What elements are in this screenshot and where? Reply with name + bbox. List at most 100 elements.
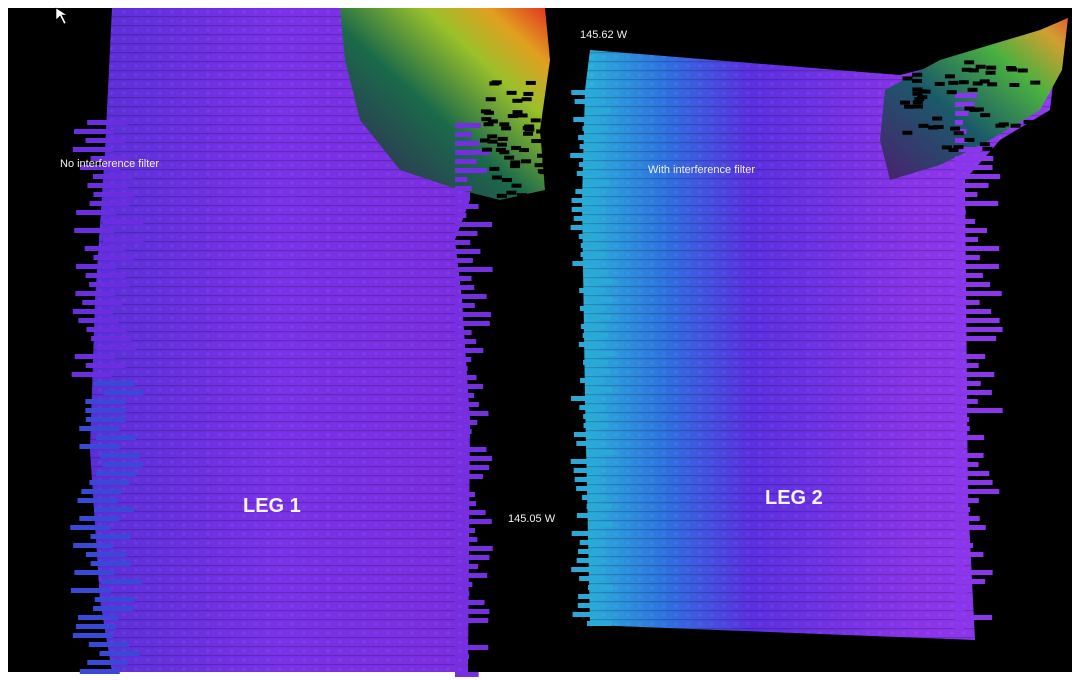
ping-edge: [103, 237, 143, 242]
ping-edge: [89, 282, 129, 287]
ping-edge: [455, 330, 472, 335]
ping-edge: [96, 435, 136, 440]
ping-edge: [73, 543, 113, 548]
ping-edge: [484, 111, 494, 115]
ping-edge: [496, 148, 506, 152]
ping-edge: [986, 66, 996, 70]
ping-edge: [589, 351, 614, 356]
ping-edge: [455, 132, 472, 137]
ping-edge: [482, 148, 492, 152]
ping-edge: [579, 288, 604, 293]
ping-edge: [78, 615, 118, 620]
ping-edge: [955, 102, 975, 107]
ping-edge: [955, 111, 968, 116]
ping-edge: [86, 552, 126, 557]
ping-edge: [934, 125, 944, 129]
ping-edge: [576, 486, 601, 491]
left-note: No interference filter: [60, 158, 159, 170]
ping-edge: [89, 642, 129, 647]
ping-edge: [980, 113, 990, 117]
ping-edge: [79, 444, 119, 449]
ping-edge: [586, 108, 611, 113]
ping-edge: [74, 228, 114, 233]
ping-edge: [101, 579, 141, 584]
ping-edge: [955, 453, 984, 458]
ping-edge: [86, 417, 126, 422]
ping-edge: [580, 540, 605, 545]
ping-edge: [572, 531, 597, 536]
ping-edge: [492, 176, 502, 180]
ping-edge: [86, 138, 126, 143]
ping-edge: [571, 396, 596, 401]
ping-edge: [455, 123, 481, 128]
ping-edge: [511, 146, 521, 150]
ping-edge: [955, 120, 963, 125]
ping-edge: [955, 471, 989, 476]
ping-edge: [455, 672, 479, 677]
ping-edge: [955, 624, 964, 629]
ping-edge: [955, 327, 1003, 332]
ping-edge: [955, 498, 979, 503]
ping-edge: [903, 76, 913, 80]
ping-edge: [455, 609, 489, 614]
ping-edge: [577, 171, 602, 176]
ping-edge: [510, 164, 520, 168]
ping-edge: [955, 219, 975, 224]
ping-edge: [508, 114, 518, 118]
ping-edge: [955, 543, 973, 548]
ping-edge: [968, 88, 978, 92]
ping-edge: [955, 363, 979, 368]
ping-edge: [955, 354, 985, 359]
ping-edge: [955, 390, 992, 395]
ping-edge: [577, 513, 602, 518]
ping-edge: [455, 465, 489, 470]
ping-edge: [955, 255, 980, 260]
ping-edge: [455, 393, 474, 398]
ping-edge: [455, 159, 477, 164]
ping-edge: [455, 285, 474, 290]
ping-edge: [523, 92, 533, 96]
ping-edge: [548, 176, 558, 180]
ping-edge: [1018, 68, 1028, 72]
ping-edge: [986, 71, 996, 75]
ping-edge: [588, 522, 613, 527]
ping-edge: [79, 426, 119, 431]
ping-edge: [81, 489, 121, 494]
ping-edge: [955, 588, 967, 593]
ping-edge: [580, 378, 605, 383]
ping-edge: [455, 420, 477, 425]
ping-edge: [955, 552, 983, 557]
ping-edge: [987, 82, 997, 86]
ping-edge: [78, 318, 118, 323]
ping-edge: [955, 516, 980, 521]
ping-edge: [574, 468, 599, 473]
ping-edge: [584, 423, 609, 428]
ping-edge: [517, 193, 527, 197]
ping-edge: [455, 501, 476, 506]
ping-edge: [1007, 68, 1017, 72]
ping-edge: [455, 573, 487, 578]
ping-edge: [80, 669, 120, 674]
ping-edge: [955, 615, 992, 620]
ping-edge: [455, 258, 473, 263]
ping-edge: [574, 216, 599, 221]
ping-edge: [1005, 138, 1015, 142]
ping-edge: [455, 177, 467, 182]
ping-edge: [575, 99, 600, 104]
ping-edge: [86, 363, 126, 368]
ping-edge: [510, 160, 520, 164]
ping-edge: [455, 294, 487, 299]
right-note: With interference filter: [648, 164, 755, 176]
ping-edge: [86, 273, 126, 278]
ping-edge: [586, 315, 611, 320]
ping-edge: [955, 426, 970, 431]
ping-edge: [74, 570, 114, 575]
ping-edge: [575, 477, 600, 482]
ping-edge: [455, 447, 486, 452]
ping-edge: [973, 81, 983, 85]
ping-edge: [955, 534, 970, 539]
ping-edge: [455, 555, 489, 560]
ping-edge: [955, 156, 993, 161]
ping-edge: [945, 74, 955, 78]
ping-edge: [506, 191, 516, 195]
